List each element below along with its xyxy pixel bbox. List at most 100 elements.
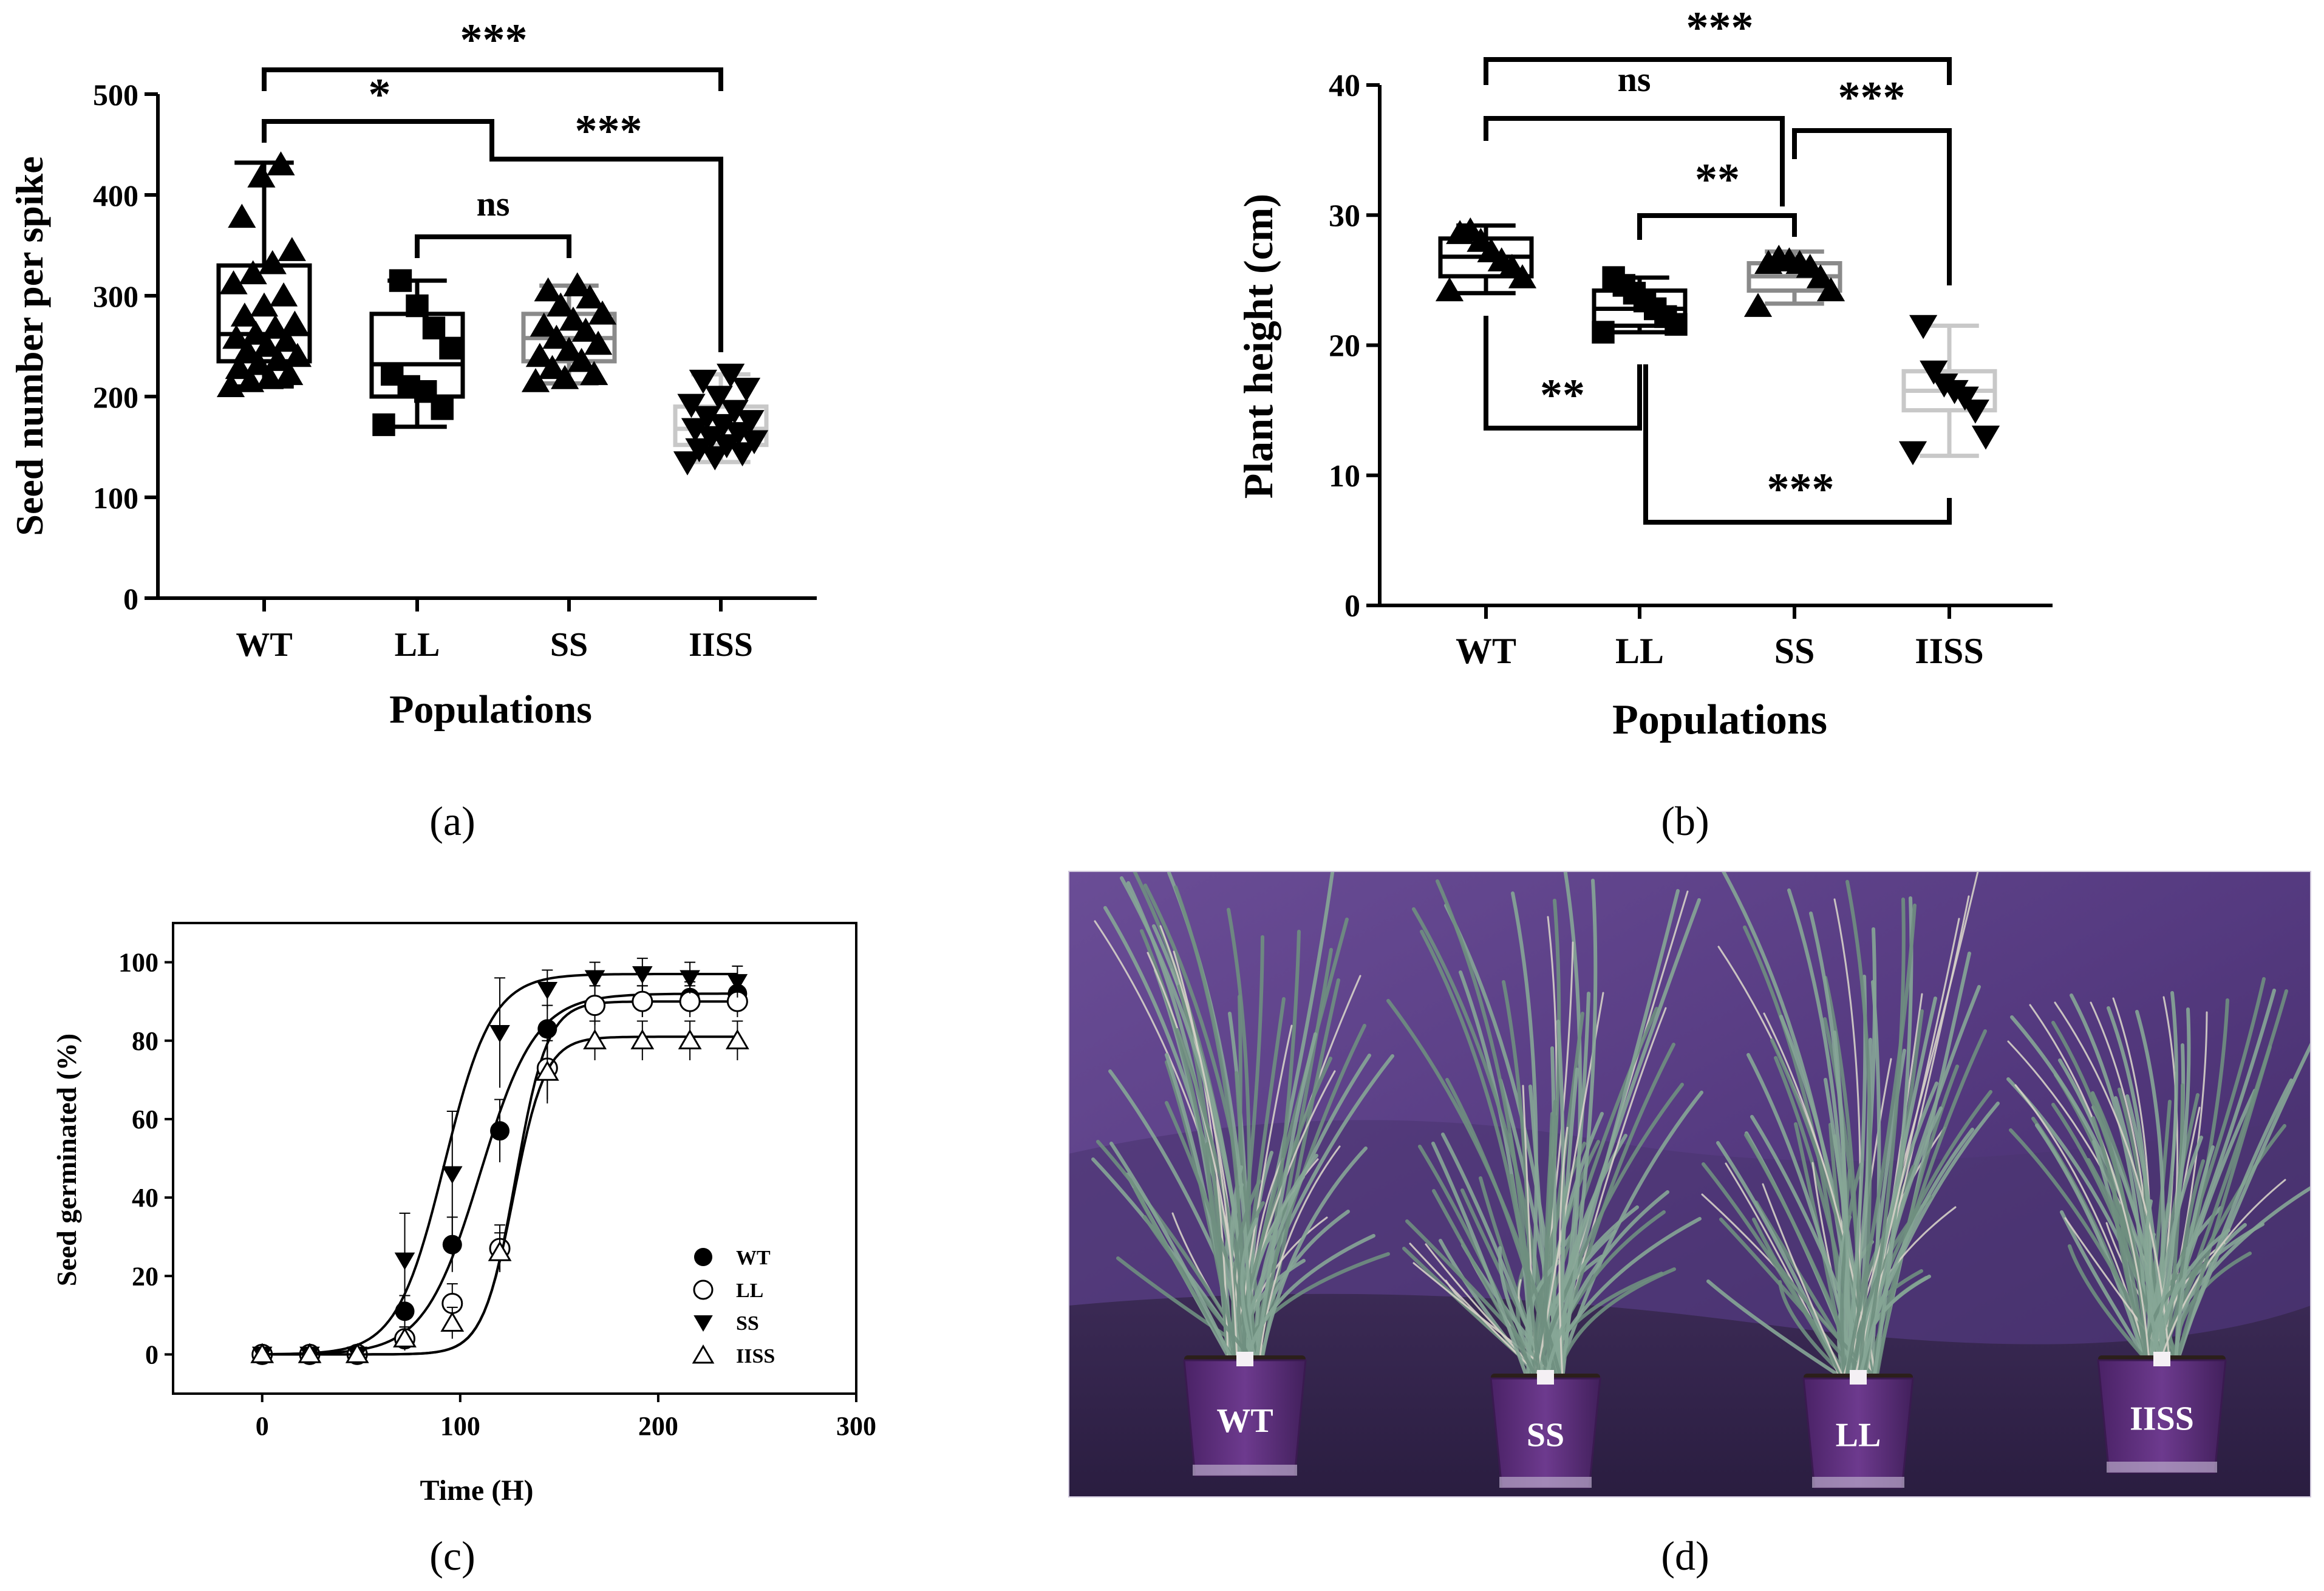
a-data-point — [542, 324, 571, 349]
panel-b-x-axis-label: Populations — [1612, 697, 1827, 743]
photo-grass-blade — [1844, 904, 1917, 1380]
photo-grass-blade — [1544, 1190, 1669, 1380]
photo-plant-tag — [1537, 1370, 1554, 1385]
c-data-point — [440, 1311, 465, 1332]
photo-pot-label-ss: SS — [1527, 1417, 1564, 1454]
c-data-point — [679, 990, 701, 1012]
panel-a-x-axis-label: Populations — [389, 687, 592, 732]
c-data-point — [630, 1029, 655, 1050]
photo-plant-tag — [2153, 1352, 2170, 1366]
c-data-point — [535, 1060, 559, 1081]
c-legend-marker-wt — [694, 1248, 712, 1266]
a-xtick-label-iiss: IISS — [689, 626, 753, 664]
b-data-point — [1435, 277, 1464, 302]
a-data-point — [547, 292, 575, 317]
b-significance-label: *** — [1767, 465, 1835, 514]
photo-grass-blade — [1420, 930, 1541, 1380]
photo-grass-blade — [1109, 1142, 1234, 1362]
b-data-point — [1971, 425, 2000, 450]
a-data-point — [724, 422, 753, 446]
photo-border — [1068, 871, 2311, 1497]
photo-grass-blade — [2159, 1228, 2230, 1362]
photo-grass-blade — [1386, 999, 1562, 1380]
c-data-point — [632, 966, 653, 984]
a-data-point — [381, 363, 404, 386]
a-data-point — [258, 250, 287, 274]
photo-grass-blade — [1418, 1145, 1538, 1380]
photo-plant-tag — [1850, 1370, 1867, 1385]
c-ytick-label: 80 — [132, 1026, 158, 1056]
c-data-point — [442, 1235, 462, 1255]
a-xtick-label-ll: LL — [395, 626, 440, 664]
b-series-wt — [1435, 217, 1537, 302]
c-data-point — [298, 1343, 322, 1363]
a-data-point — [677, 393, 706, 418]
photo-grass-blade — [1556, 1020, 1566, 1380]
c-data-point — [394, 1252, 415, 1270]
a-ytick-label: 400 — [93, 179, 138, 213]
a-data-point — [422, 316, 446, 339]
photo-grass-blade — [2173, 1041, 2311, 1362]
c-data-point — [488, 1241, 512, 1261]
a-ytick-label: 100 — [93, 481, 138, 515]
photo-grass-blade — [1245, 1234, 1375, 1362]
a-significance-bracket — [262, 67, 723, 91]
a-significance-bracket — [489, 146, 723, 352]
photo-grass-blade — [2174, 1145, 2215, 1362]
a-xtick-label-wt: WT — [236, 626, 292, 664]
a-data-point — [250, 292, 279, 317]
a-significance-label: *** — [575, 106, 642, 156]
a-xtick-label-ss: SS — [550, 626, 588, 664]
photo-pot-label-wt: WT — [1216, 1402, 1273, 1440]
a-ytick-label: 200 — [93, 380, 138, 414]
panel-b-box-plot: 0 10 20 30 40 WT LL SS IISS Plant height (cm) P… — [1235, 3, 2053, 844]
a-data-point — [576, 284, 604, 308]
photo-pot-base — [1193, 1465, 1297, 1476]
photo-plant-wt: WT — [1091, 871, 1394, 1477]
b-data-point — [1961, 400, 1989, 424]
photo-grass-blade — [1862, 898, 1906, 1380]
photo-plant-ss: SS — [1386, 871, 1703, 1489]
c-series-iiss — [250, 1020, 749, 1363]
b-xtick-label-ss: SS — [1774, 631, 1815, 671]
photo-pot-base — [2107, 1462, 2217, 1473]
b-significance-label: *** — [1838, 73, 1906, 123]
a-data-point — [439, 336, 462, 360]
a-data-point — [736, 410, 765, 434]
c-data-point — [725, 1029, 749, 1050]
c-legend-label-wt: WT — [736, 1247, 771, 1269]
photo-pot-base — [1812, 1477, 1904, 1488]
a-data-point — [704, 386, 733, 410]
c-ytick-label: 60 — [132, 1105, 158, 1134]
a-data-point — [242, 321, 270, 345]
b-data-point — [1816, 277, 1845, 302]
photo-grass-blade — [2091, 1116, 2147, 1362]
a-series-ll — [369, 269, 465, 437]
photo-grass-blade — [1533, 1083, 1684, 1380]
c-data-point — [678, 1029, 702, 1050]
photo-grass-blade — [1205, 1142, 1239, 1362]
a-data-point — [689, 369, 717, 394]
b-ytick-label: 30 — [1329, 199, 1360, 233]
a-data-point — [580, 361, 608, 386]
a-data-point — [554, 336, 584, 361]
a-data-point — [728, 442, 757, 466]
a-data-point — [219, 270, 248, 295]
a-data-point — [222, 324, 251, 349]
c-legend-marker-ll — [693, 1279, 714, 1300]
c-ytick-label: 40 — [132, 1183, 158, 1213]
a-data-point — [230, 302, 259, 327]
photo-grass-blade — [1531, 899, 1561, 1380]
photo-grass-blade — [1544, 889, 1680, 1380]
a-significance-label: ns — [477, 184, 510, 223]
b-significance-label: ** — [1695, 155, 1740, 205]
b-ytick-label: 10 — [1329, 459, 1360, 494]
c-xtick-label: 100 — [440, 1411, 480, 1441]
panel-c-x-axis-label: Time (H) — [420, 1474, 533, 1507]
c-data-point — [250, 1343, 274, 1363]
c-data-point — [583, 1029, 607, 1050]
photo-grass-blade — [1258, 1145, 1341, 1361]
b-significance-bracket — [1637, 213, 1797, 240]
c-data-point — [395, 1301, 415, 1321]
c-legend-marker-iiss — [692, 1344, 715, 1364]
